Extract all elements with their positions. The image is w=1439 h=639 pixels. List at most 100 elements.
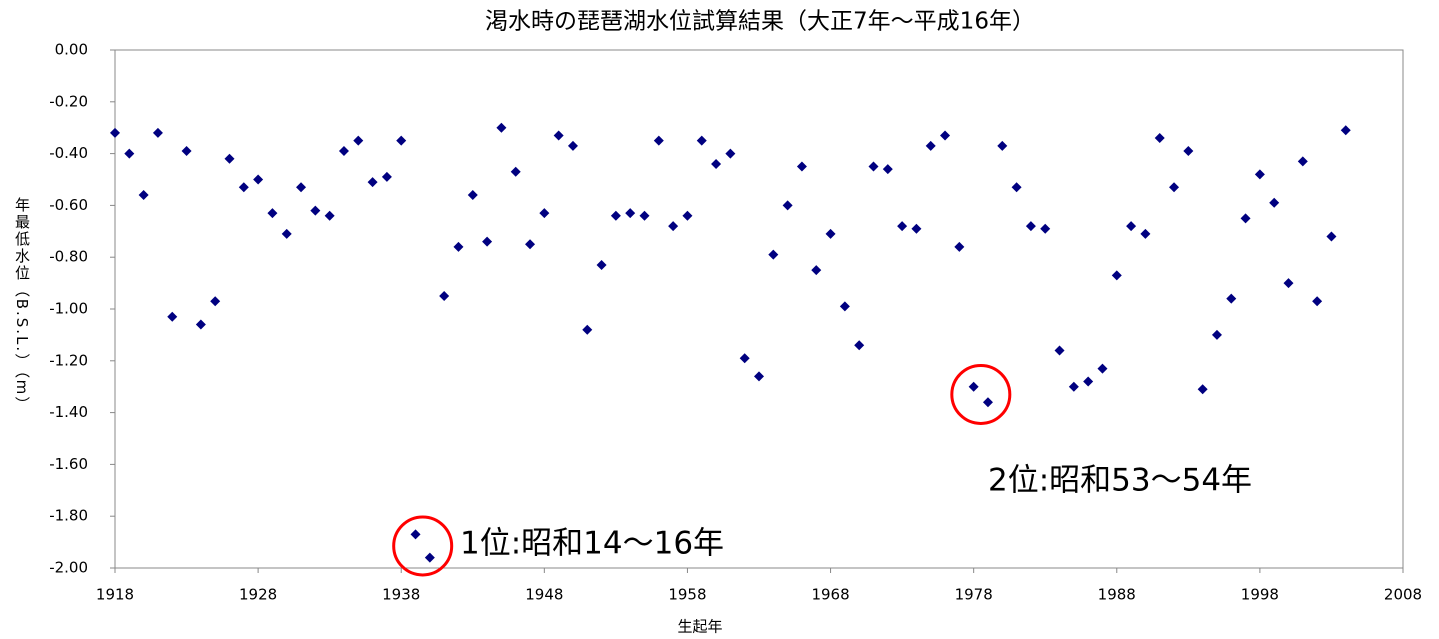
point bbox=[181, 146, 192, 157]
point bbox=[324, 210, 335, 221]
point bbox=[1097, 363, 1108, 374]
point bbox=[310, 205, 321, 216]
point bbox=[997, 140, 1008, 151]
point bbox=[868, 161, 879, 172]
point bbox=[1054, 345, 1065, 356]
point bbox=[152, 127, 163, 138]
point bbox=[1340, 125, 1351, 136]
point bbox=[639, 210, 650, 221]
point bbox=[167, 311, 178, 322]
point bbox=[253, 174, 264, 185]
point bbox=[553, 130, 564, 141]
y-tick-label: -1.40 bbox=[49, 403, 88, 421]
point bbox=[482, 236, 493, 247]
x-tick-label: 1978 bbox=[955, 586, 993, 604]
point bbox=[796, 161, 807, 172]
point bbox=[424, 552, 435, 563]
x-tick-label: 1968 bbox=[811, 586, 849, 604]
annotation: 1位:昭和14～16年 bbox=[460, 526, 724, 562]
point bbox=[754, 371, 764, 382]
point bbox=[210, 296, 221, 307]
point bbox=[267, 208, 278, 219]
point bbox=[1111, 270, 1122, 281]
point bbox=[1197, 384, 1208, 395]
point bbox=[811, 265, 822, 276]
point bbox=[1068, 381, 1079, 392]
point bbox=[911, 223, 922, 234]
point bbox=[882, 164, 893, 175]
point bbox=[1169, 182, 1180, 193]
point bbox=[296, 182, 307, 193]
point bbox=[610, 210, 621, 221]
point bbox=[768, 249, 779, 260]
point bbox=[1326, 231, 1337, 242]
point bbox=[353, 135, 364, 146]
point bbox=[1269, 197, 1280, 208]
point bbox=[839, 301, 850, 312]
point bbox=[467, 190, 478, 201]
y-tick-label: -0.80 bbox=[49, 248, 88, 266]
point bbox=[1312, 296, 1323, 307]
point bbox=[224, 153, 235, 164]
annotation: 2位:昭和53～54年 bbox=[988, 463, 1252, 499]
point bbox=[510, 166, 521, 177]
x-tick-label: 1928 bbox=[239, 586, 277, 604]
point bbox=[653, 135, 664, 146]
point bbox=[854, 340, 865, 351]
point bbox=[1183, 146, 1194, 157]
point bbox=[138, 190, 149, 201]
point bbox=[1254, 169, 1265, 180]
x-tick-label: 1988 bbox=[1098, 586, 1136, 604]
point bbox=[1283, 278, 1294, 289]
y-tick-label: -1.80 bbox=[49, 507, 88, 525]
point bbox=[124, 148, 135, 159]
y-tick-label: -0.40 bbox=[49, 144, 88, 162]
y-tick-label: 0.00 bbox=[55, 41, 88, 59]
point bbox=[396, 135, 407, 146]
point bbox=[496, 122, 507, 133]
point bbox=[1297, 156, 1308, 167]
point bbox=[381, 171, 392, 182]
point bbox=[725, 148, 736, 159]
point bbox=[1025, 221, 1036, 232]
point bbox=[439, 291, 450, 302]
point bbox=[567, 140, 578, 151]
point bbox=[696, 135, 707, 146]
point bbox=[1211, 329, 1222, 340]
y-tick-label: -1.60 bbox=[49, 455, 88, 473]
y-tick-label: -0.60 bbox=[49, 196, 88, 214]
point bbox=[897, 221, 908, 232]
point bbox=[1226, 293, 1237, 304]
y-tick-label: -2.00 bbox=[49, 559, 88, 577]
point bbox=[1011, 182, 1022, 193]
point bbox=[195, 319, 206, 330]
point bbox=[825, 228, 836, 239]
x-tick-label: 1958 bbox=[668, 586, 706, 604]
point bbox=[453, 241, 464, 252]
y-axis-label: 年最低水位（B.S.L.）（m） bbox=[13, 197, 31, 414]
x-tick-label: 1998 bbox=[1241, 586, 1279, 604]
y-tick-label: -0.20 bbox=[49, 92, 88, 110]
point bbox=[968, 381, 979, 392]
point bbox=[110, 127, 120, 138]
x-tick-label: 2008 bbox=[1384, 586, 1422, 604]
point bbox=[281, 228, 292, 239]
point bbox=[367, 177, 378, 188]
point bbox=[1126, 221, 1137, 232]
point bbox=[1083, 376, 1094, 387]
point bbox=[682, 210, 693, 221]
point bbox=[1154, 133, 1165, 144]
point bbox=[625, 208, 636, 219]
point bbox=[596, 259, 607, 270]
point bbox=[1240, 213, 1251, 224]
point bbox=[739, 353, 750, 364]
x-tick-label: 1948 bbox=[525, 586, 563, 604]
point bbox=[539, 208, 550, 219]
y-tick-label: -1.00 bbox=[49, 300, 88, 318]
point bbox=[1140, 228, 1151, 239]
x-tick-label: 1918 bbox=[96, 586, 134, 604]
point bbox=[525, 239, 536, 250]
point bbox=[338, 146, 349, 157]
point bbox=[238, 182, 249, 193]
